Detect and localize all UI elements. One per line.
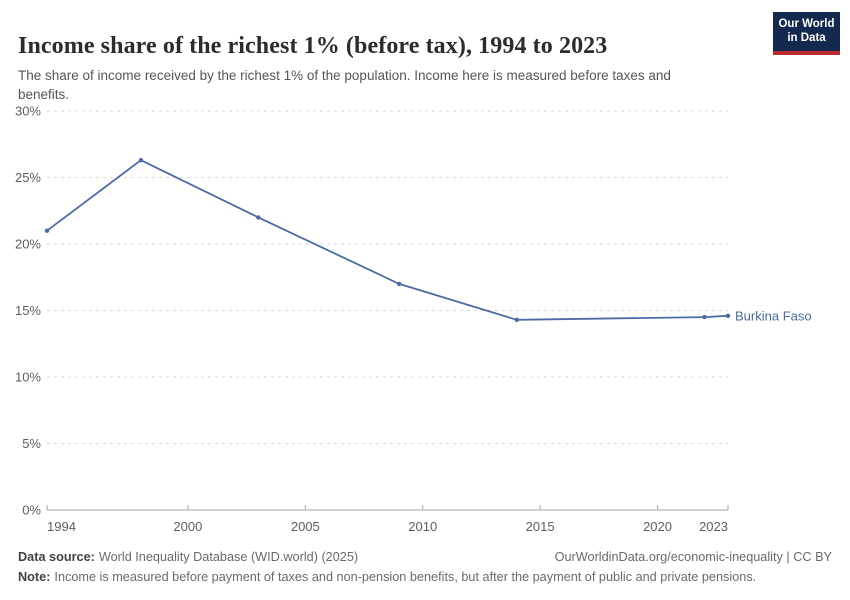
data-point[interactable] [725, 313, 731, 318]
y-tick-label: 25% [15, 170, 41, 185]
series-end-label[interactable]: Burkina Faso [735, 308, 812, 323]
data-source-line: Data source: World Inequality Database (W… [18, 548, 358, 566]
x-tick-label: 2005 [291, 519, 320, 534]
x-tick-label: 2010 [408, 519, 437, 534]
x-tick-label: 1994 [47, 519, 76, 534]
series-line [46, 159, 729, 321]
x-tick-label: 2015 [526, 519, 555, 534]
data-point[interactable] [138, 158, 144, 163]
owid-logo[interactable]: Our World in Data [773, 12, 840, 55]
data-point[interactable] [702, 314, 707, 320]
chart-footer: Data source: World Inequality Database (W… [18, 548, 832, 586]
owid-logo-line2: in Data [787, 31, 826, 44]
note-line: Note: Income is measured before payment o… [18, 568, 832, 586]
data-point[interactable] [514, 317, 519, 322]
owid-logo-line1: Our World [778, 18, 835, 30]
data-point[interactable] [397, 281, 402, 287]
owid-url-link[interactable]: OurWorldinData.org/economic-inequality |… [554, 550, 832, 564]
x-tick-label: 2000 [173, 519, 202, 534]
y-tick-label: 20% [15, 237, 41, 252]
data-source-text: World Inequality Database (WID.world) (2… [98, 550, 359, 564]
note-text: Income is measured before payment of tax… [54, 570, 757, 584]
page-title: Income share of the richest 1% (before t… [18, 33, 608, 60]
data-point[interactable] [256, 215, 261, 220]
y-tick-label: 10% [15, 370, 41, 385]
y-tick-label: 5% [22, 436, 41, 451]
chart-subtitle: The share of income received by the rich… [18, 67, 671, 102]
x-tick-label: 2023 [699, 519, 728, 534]
x-tick-label: 2020 [643, 519, 672, 534]
y-tick-label: 30% [15, 104, 41, 119]
note-label: Note: [18, 570, 51, 584]
data-source-label: Data source: [18, 550, 95, 564]
data-point[interactable] [44, 228, 50, 233]
y-tick-label: 15% [15, 303, 41, 318]
y-tick-label: 0% [22, 503, 41, 518]
